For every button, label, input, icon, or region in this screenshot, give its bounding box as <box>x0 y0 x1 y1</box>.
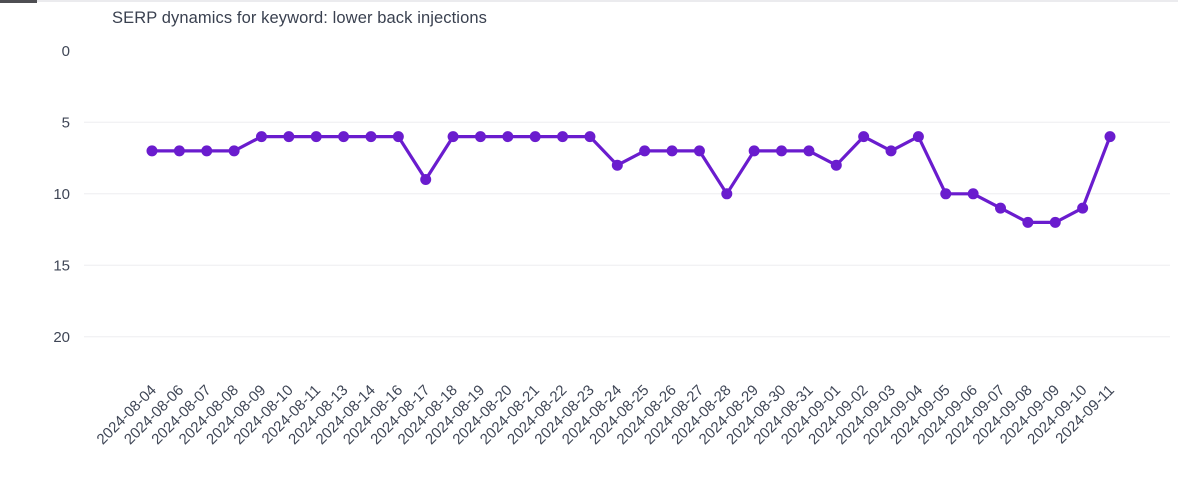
data-point[interactable] <box>830 159 842 171</box>
data-point[interactable] <box>529 131 541 143</box>
data-point[interactable] <box>721 188 733 200</box>
data-point[interactable] <box>1077 202 1089 214</box>
data-point[interactable] <box>995 202 1007 214</box>
y-axis-tick-label: 5 <box>62 115 70 132</box>
data-point[interactable] <box>310 131 322 143</box>
data-point[interactable] <box>639 145 651 157</box>
data-point[interactable] <box>255 131 267 143</box>
y-axis-tick-label: 0 <box>62 43 70 60</box>
data-point[interactable] <box>912 131 924 143</box>
data-point[interactable] <box>557 131 569 143</box>
data-point[interactable] <box>885 145 897 157</box>
data-point[interactable] <box>967 188 979 200</box>
data-point[interactable] <box>447 131 459 143</box>
data-point[interactable] <box>228 145 240 157</box>
data-point[interactable] <box>858 131 870 143</box>
chart-title: SERP dynamics for keyword: lower back in… <box>112 9 487 27</box>
data-point[interactable] <box>420 174 432 185</box>
data-point[interactable] <box>173 145 185 157</box>
data-point[interactable] <box>1049 216 1061 228</box>
data-point[interactable] <box>940 188 952 200</box>
data-point[interactable] <box>1104 131 1116 143</box>
data-point[interactable] <box>502 131 514 143</box>
series-line <box>150 135 1112 224</box>
data-point[interactable] <box>1022 216 1034 228</box>
data-point[interactable] <box>474 131 486 143</box>
data-point[interactable] <box>201 145 213 157</box>
horizontal-scrollbar-track <box>0 0 1178 2</box>
data-point[interactable] <box>693 145 705 157</box>
data-point[interactable] <box>611 159 623 171</box>
data-point[interactable] <box>283 131 295 143</box>
y-axis-tick-label: 20 <box>53 329 70 346</box>
data-point[interactable] <box>803 145 815 157</box>
horizontal-scrollbar-thumb[interactable] <box>0 0 37 3</box>
data-point[interactable] <box>748 145 760 157</box>
data-point[interactable] <box>338 131 350 143</box>
data-point[interactable] <box>666 145 678 157</box>
data-point[interactable] <box>146 145 158 157</box>
y-axis-tick-label: 10 <box>53 186 70 203</box>
y-axis-tick-label: 15 <box>53 258 70 275</box>
data-point[interactable] <box>365 131 377 143</box>
data-point[interactable] <box>584 131 596 143</box>
data-point[interactable] <box>392 131 404 143</box>
data-point[interactable] <box>776 145 788 157</box>
